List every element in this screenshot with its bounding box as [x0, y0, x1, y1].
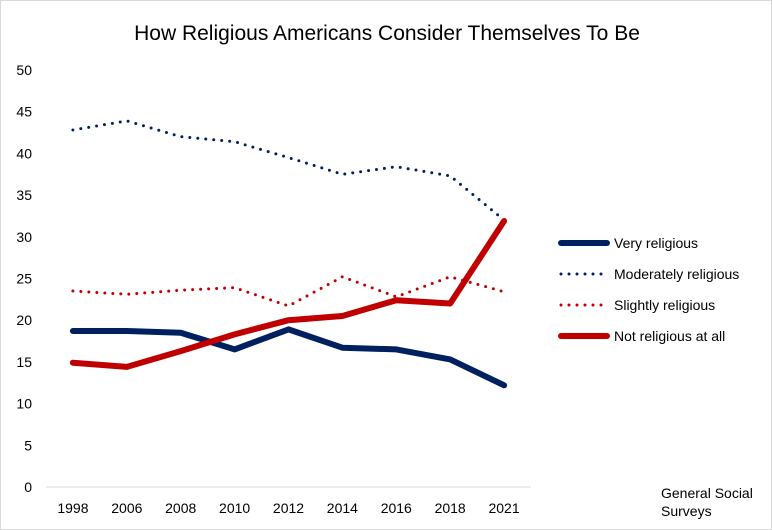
source-note-line-2: Surveys	[661, 503, 712, 519]
x-axis-ticks: 1998 2006 2008 2010 2012 2014 2016 2018 2021	[57, 500, 519, 516]
y-tick-label: 20	[16, 312, 32, 328]
chart-title: How Religious Americans Consider Themsel…	[134, 22, 640, 45]
x-tick-label: 2014	[327, 500, 358, 516]
legend-label-not-religious-at-all: Not religious at all	[614, 328, 725, 344]
source-note: General Social Surveys	[661, 485, 757, 519]
x-tick-label: 2021	[488, 500, 519, 516]
series-line-very-religious	[69, 326, 508, 389]
y-tick-label: 5	[24, 437, 32, 453]
y-tick-label: 50	[16, 62, 32, 78]
y-tick-label: 10	[16, 396, 32, 412]
x-tick-label: 2008	[165, 500, 196, 516]
series-line-not-religious-at-all	[69, 218, 508, 370]
legend: Very religious Moderately religious Slight…	[558, 235, 739, 344]
y-tick-label: 15	[16, 354, 32, 370]
x-tick-label: 1998	[57, 500, 88, 516]
y-axis-ticks: 0 5 10 15 20 25 30 35 40 45 50	[16, 62, 32, 495]
legend-label-very-religious: Very religious	[614, 235, 698, 251]
x-tick-label: 2010	[219, 500, 250, 516]
x-tick-label: 2018	[435, 500, 466, 516]
legend-label-moderately-religious: Moderately religious	[614, 266, 739, 282]
x-tick-label: 2006	[111, 500, 142, 516]
y-tick-label: 45	[16, 104, 32, 120]
y-tick-label: 25	[16, 271, 32, 287]
y-tick-label: 40	[16, 145, 32, 161]
series-line-moderately-religious	[71, 119, 506, 222]
x-tick-label: 2012	[273, 500, 304, 516]
legend-label-slightly-religious: Slightly religious	[614, 297, 715, 313]
y-tick-label: 30	[16, 229, 32, 245]
y-tick-label: 35	[16, 187, 32, 203]
series-line-slightly-religious	[71, 275, 506, 308]
x-tick-label: 2016	[381, 500, 412, 516]
series-lines	[69, 119, 508, 389]
source-note-line-1: General Social	[661, 485, 753, 501]
y-tick-label: 0	[24, 479, 32, 495]
